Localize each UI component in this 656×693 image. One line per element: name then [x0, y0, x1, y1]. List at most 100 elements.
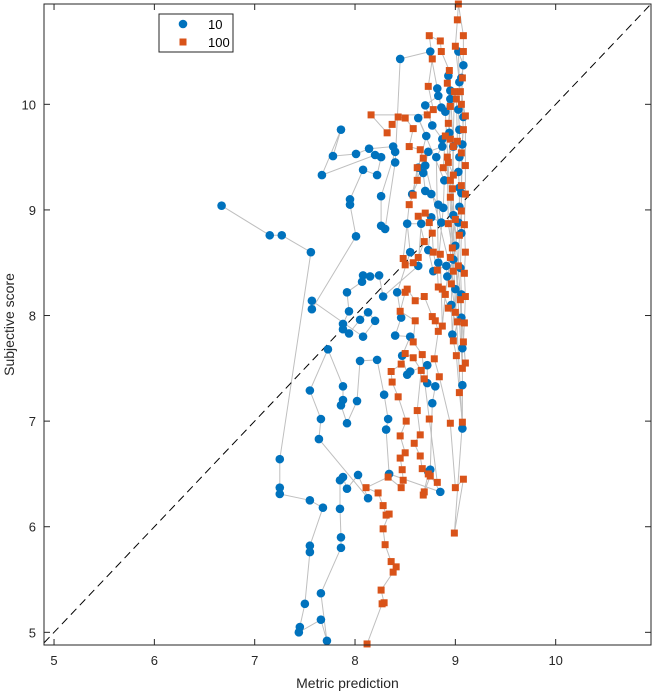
point-100-87: [388, 120, 396, 128]
point-100-106: [448, 244, 456, 252]
point-100-119: [459, 32, 467, 40]
point-100-72: [420, 238, 428, 246]
point-100-69: [425, 219, 433, 227]
point-10-27: [305, 386, 315, 395]
point-100-96: [437, 48, 445, 56]
point-10-40: [436, 487, 445, 497]
point-10-145: [421, 131, 431, 141]
point-100-124: [461, 112, 469, 120]
point-100-73: [414, 253, 422, 261]
point-100-134: [448, 185, 456, 193]
point-100-32: [416, 452, 424, 460]
point-100-122: [451, 42, 459, 50]
point-100-54: [446, 419, 454, 427]
point-10-7: [305, 496, 315, 505]
point-10-28: [323, 345, 333, 354]
point-100-103: [449, 171, 457, 179]
point-100-109: [451, 308, 459, 316]
point-10-80: [370, 150, 380, 160]
point-10-140: [448, 330, 457, 339]
point-10-56: [416, 219, 426, 228]
y-tick-label-6: 6: [29, 520, 36, 535]
point-100-102: [444, 158, 452, 166]
point-10-8: [318, 503, 328, 513]
point-100-146: [446, 253, 454, 261]
point-100-7: [381, 541, 389, 549]
point-10-25: [314, 434, 324, 444]
x-axis-label: Metric prediction: [296, 675, 399, 691]
series-markers: [217, 0, 469, 648]
point-100-60: [452, 352, 460, 360]
point-100-79: [413, 164, 421, 172]
legend-label-100: 100: [208, 35, 230, 50]
point-100-121: [453, 16, 461, 24]
point-10-6: [275, 489, 285, 499]
point-10-74: [351, 232, 361, 241]
x-tick-label-10: 10: [548, 653, 562, 668]
point-10-4: [275, 454, 285, 464]
plot-frame: [43, 3, 652, 646]
point-100-99: [446, 102, 454, 110]
point-100-4: [389, 568, 397, 576]
point-100-136: [443, 153, 451, 161]
point-100-92: [424, 82, 432, 90]
point-100-11: [379, 502, 387, 510]
series-10-markers: [217, 47, 468, 646]
point-100-80: [413, 176, 421, 184]
point-100-53: [435, 373, 443, 381]
point-10-83: [328, 151, 338, 161]
point-100-88: [383, 129, 391, 137]
point-100-89: [367, 111, 375, 119]
point-10-148: [439, 203, 448, 213]
point-100-130: [461, 293, 469, 301]
point-100-107: [449, 267, 457, 275]
point-100-97: [445, 67, 453, 75]
point-10-76: [345, 195, 355, 204]
point-100-5: [392, 563, 400, 571]
point-100-95: [436, 37, 444, 45]
point-100-91: [429, 106, 437, 114]
point-100-114: [457, 149, 465, 157]
point-100-77: [405, 201, 413, 209]
point-100-26: [401, 350, 409, 358]
point-10-23: [353, 470, 363, 480]
point-10-97: [420, 101, 430, 110]
point-100-10: [382, 511, 390, 519]
point-10-32: [342, 418, 352, 428]
point-100-33: [418, 465, 426, 473]
point-10-61: [358, 271, 368, 280]
point-100-131: [460, 319, 468, 327]
point-100-101: [446, 135, 454, 143]
x-tick-label-5: 5: [50, 653, 57, 668]
point-100-141: [439, 164, 447, 172]
point-100-74: [409, 259, 417, 267]
point-10-35: [372, 355, 382, 365]
point-100-41: [418, 351, 426, 359]
point-10-24: [363, 493, 373, 503]
point-100-118: [459, 48, 467, 56]
point-10-33: [352, 396, 362, 406]
point-100-110: [454, 262, 462, 270]
point-10-84: [351, 149, 361, 159]
point-10-5: [275, 483, 285, 492]
point-10-123: [459, 60, 468, 70]
point-10-31: [336, 400, 346, 410]
point-100-23: [388, 378, 396, 386]
point-100-3: [377, 586, 385, 594]
point-10-0: [217, 201, 226, 210]
point-100-64: [438, 285, 446, 293]
point-100-18: [396, 454, 404, 462]
point-10-29: [338, 381, 348, 391]
point-100-6: [387, 558, 395, 566]
point-10-2: [277, 230, 287, 240]
point-100-63: [444, 304, 452, 312]
point-100-128: [461, 248, 469, 256]
point-100-68: [428, 229, 436, 237]
point-10-82: [336, 125, 346, 134]
point-100-138: [456, 296, 464, 304]
point-10-10: [305, 547, 315, 557]
point-100-8: [379, 525, 387, 533]
point-10-87: [390, 147, 400, 157]
point-100-144: [452, 95, 460, 103]
